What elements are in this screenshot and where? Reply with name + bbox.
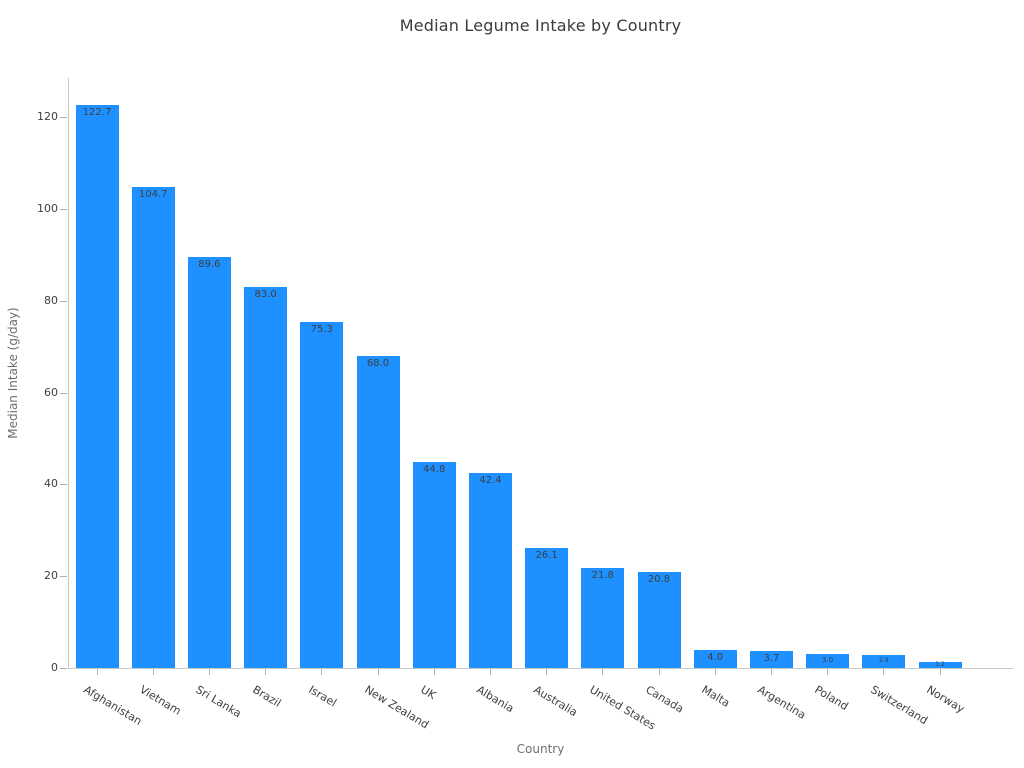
- x-tick-mark: [883, 669, 885, 675]
- bar-value-label: 104.7: [138, 189, 168, 201]
- bar-malta: [693, 649, 737, 668]
- x-tick-label: Vietnam: [137, 683, 184, 718]
- bar-value-label: 89.6: [198, 258, 221, 270]
- x-tick-mark: [770, 669, 772, 675]
- y-tick-label: 40: [44, 477, 58, 491]
- y-tick-label: 20: [44, 569, 58, 583]
- y-tick-mark: [60, 300, 67, 302]
- bar-argentina: [749, 651, 793, 668]
- bar-albania: [468, 473, 512, 668]
- x-tick-label: Australia: [530, 683, 580, 720]
- bar-value-label: 26.1: [535, 550, 558, 562]
- x-tick-label: Albania: [474, 683, 517, 716]
- y-tick-label: 120: [37, 110, 58, 123]
- bar-value-label: 21.8: [591, 569, 614, 581]
- x-tick-mark: [489, 669, 491, 675]
- bar-israel: [300, 322, 344, 668]
- bar-uk: [412, 462, 456, 668]
- x-tick-mark: [939, 669, 941, 675]
- bar-value-label: 3.7: [763, 653, 780, 664]
- x-tick-mark: [377, 669, 379, 675]
- y-tick-mark: [60, 484, 67, 486]
- bar-value-label: 42.4: [479, 475, 502, 487]
- x-tick-label: Switzerland: [868, 683, 930, 728]
- bar-canada: [637, 572, 681, 668]
- x-tick-mark: [714, 669, 716, 675]
- y-tick-label: 60: [44, 385, 58, 399]
- x-tick-mark: [827, 669, 829, 675]
- bar-switzerland: [862, 654, 906, 668]
- x-tick-label: Poland: [811, 683, 851, 714]
- x-tick-label: Argentina: [755, 683, 809, 722]
- x-tick-mark: [152, 669, 154, 675]
- x-tick-mark: [96, 669, 98, 675]
- y-tick-label: 100: [37, 201, 58, 215]
- bar-value-label: 3.0: [822, 656, 834, 665]
- bar-value-label: 68.0: [366, 357, 390, 369]
- bar-afghanistan: [75, 104, 119, 668]
- x-tick-label: Israel: [306, 683, 339, 710]
- x-tick-label: Norway: [924, 683, 967, 716]
- y-axis-label: Median Intake (g/day): [6, 307, 20, 439]
- x-tick-label: Afghanistan: [81, 683, 145, 728]
- x-tick-label: Sri Lanka: [193, 683, 244, 721]
- y-tick-mark: [60, 392, 67, 394]
- y-tick-mark: [60, 576, 67, 578]
- bar-vietnam: [131, 187, 175, 668]
- bar-united-states: [581, 567, 625, 668]
- x-axis-spine: [68, 668, 1013, 669]
- bar-norway: [918, 662, 962, 668]
- x-tick-mark: [602, 669, 604, 675]
- x-tick-label: Malta: [699, 683, 733, 710]
- y-tick-mark: [60, 208, 67, 210]
- bar-value-label: 4.0: [707, 651, 724, 663]
- chart-title: Median Legume Intake by Country: [399, 16, 682, 35]
- x-axis-label: Country: [516, 742, 565, 756]
- bar-brazil: [244, 286, 288, 668]
- y-tick-label: 0: [51, 661, 58, 674]
- x-tick-mark: [433, 669, 435, 675]
- y-tick-mark: [60, 668, 67, 669]
- x-tick-mark: [208, 669, 210, 675]
- bar-new-zealand: [356, 355, 400, 668]
- bar-poland: [806, 654, 850, 668]
- x-tick-mark: [658, 669, 660, 675]
- bar-value-label: 44.8: [423, 464, 446, 476]
- x-tick-label: Brazil: [249, 683, 283, 710]
- x-tick-label: UK: [418, 683, 439, 703]
- x-tick-mark: [265, 669, 267, 675]
- x-tick-label: Canada: [643, 683, 686, 716]
- bar-australia: [525, 548, 569, 668]
- bar-value-label: 2.9: [879, 656, 889, 664]
- x-tick-mark: [321, 669, 323, 675]
- bar-value-label: 122.7: [82, 106, 112, 118]
- x-tick-mark: [546, 669, 548, 675]
- bar-value-label: 1.2: [935, 661, 945, 668]
- y-tick-label: 80: [44, 293, 58, 307]
- y-axis-spine: [68, 78, 69, 669]
- bar-value-label: 75.3: [310, 324, 333, 336]
- y-tick-mark: [60, 117, 67, 118]
- bar-sri-lanka: [187, 256, 231, 668]
- bar-value-label: 20.8: [647, 574, 671, 586]
- bar-value-label: 83.0: [254, 288, 277, 300]
